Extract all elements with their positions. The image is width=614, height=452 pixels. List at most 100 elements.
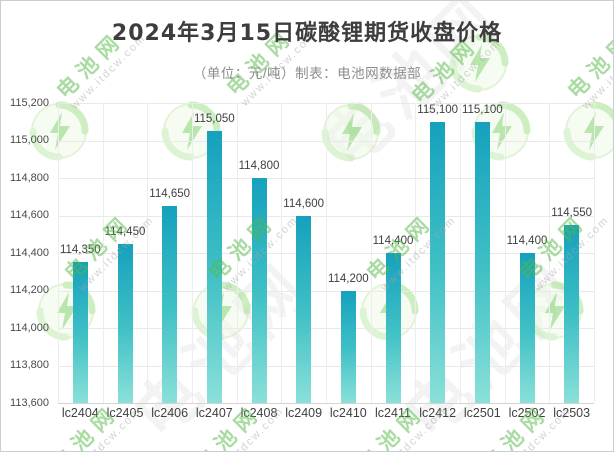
bar	[162, 206, 178, 403]
watermark-gray-brand-text: 电池网	[300, 1, 518, 186]
x-axis-category-label: lc2406	[151, 406, 189, 420]
vertical-gridline	[326, 103, 327, 403]
bar	[474, 121, 490, 403]
watermark-text-unit: 电池网 www.itdcw.com	[47, 390, 144, 452]
bar-value-label: 115,050	[193, 113, 235, 126]
watermark-brand-text: 电池网	[204, 209, 281, 286]
y-axis-tick-label: 114,200	[10, 284, 49, 296]
horizontal-gridline	[58, 253, 594, 254]
x-axis-category-label: lc2410	[329, 406, 367, 420]
watermark-logo	[321, 102, 381, 162]
bar-value-label: 114,550	[551, 206, 593, 219]
x-axis-category-label: lc2412	[419, 406, 457, 420]
battery-net-logo-icon	[449, 33, 509, 93]
x-axis-category-label: lc2407	[195, 406, 233, 420]
vertical-gridline	[102, 103, 104, 403]
watermark-url-text: www.itdcw.com	[238, 29, 319, 109]
x-axis-category-label: lc2501	[463, 406, 501, 420]
bar-value-label: 114,400	[506, 235, 548, 247]
battery-net-logo-icon	[524, 281, 584, 341]
vertical-gridline	[504, 103, 506, 403]
watermark-url-text: www.itdcw.com	[579, 32, 614, 112]
bar-value-label: 115,100	[417, 103, 459, 116]
bar	[519, 253, 535, 403]
watermark-logo	[449, 33, 509, 93]
x-axis-category-label: lc2411	[375, 406, 411, 420]
bar	[385, 253, 401, 403]
y-axis-tick-label: 114,800	[10, 171, 49, 184]
battery-net-logo-icon	[29, 101, 89, 161]
watermark-url-text: www.itdcw.com	[63, 405, 144, 452]
watermark-brand-text: 电池网	[407, 32, 484, 109]
watermark-gray-brand-text: 电池网	[380, 238, 598, 451]
battery-net-logo-icon	[161, 101, 221, 161]
battery-net-logo-icon	[471, 101, 531, 161]
watermark-brand-text: 电池网	[60, 209, 137, 286]
watermark-text-unit: 电池网 www.itdcw.com	[60, 199, 157, 294]
bar-value-label: 114,800	[238, 160, 280, 172]
battery-net-logo-icon	[359, 281, 419, 341]
watermark-url-text: www.itdcw.com	[369, 405, 450, 452]
bar-value-label: 114,450	[104, 225, 146, 238]
bar	[206, 131, 222, 403]
watermark-logo	[36, 281, 96, 341]
chart-subtitle: （单位：元/吨）制表：电池网数据部	[192, 66, 422, 81]
bar-value-label: 115,100	[461, 103, 503, 116]
horizontal-gridline	[58, 103, 594, 104]
watermark-brand-text: 电池网	[563, 27, 614, 104]
x-axis-category-label: lc2409	[285, 406, 323, 420]
y-axis-tick-label: 115,000	[10, 134, 49, 146]
vertical-gridline	[415, 103, 417, 403]
watermark-text-unit: 电池网 www.itdcw.com	[477, 390, 574, 452]
vertical-gridline	[236, 103, 238, 403]
watermark-brand-text: 电池网	[47, 400, 124, 452]
y-axis-tick-label: 113,600	[10, 396, 49, 409]
x-axis-category-label: lc2405	[106, 406, 144, 420]
watermark-url-text: www.itdcw.com	[493, 405, 574, 452]
watermark-brand-text: 电池网	[362, 209, 439, 286]
watermark-text-unit: 电池网 www.itdcw.com	[223, 14, 319, 109]
watermark-text-unit: 电池网 www.itdcw.com	[407, 22, 504, 117]
x-axis-category-label: lc2404	[61, 406, 99, 420]
watermark-text-unit: 电池网 www.itdcw.com	[354, 390, 450, 452]
watermark-logo	[471, 101, 531, 161]
bar	[296, 215, 312, 403]
vertical-gridline	[549, 103, 551, 403]
bar	[72, 262, 88, 403]
x-axis-category-label: lc2408	[240, 406, 278, 420]
watermark-logo	[161, 101, 221, 161]
watermark-url-text: www.itdcw.com	[76, 214, 157, 294]
watermark-text-unit: 电池网 www.itdcw.com	[516, 199, 612, 294]
watermark-brand-text: 电池网	[477, 400, 554, 452]
horizontal-gridline	[58, 365, 594, 367]
watermark-logo	[524, 281, 584, 341]
watermark-text-unit: 电池网 www.itdcw.com	[362, 199, 459, 294]
x-axis-line	[58, 403, 594, 404]
x-axis-category-label: lc2503	[553, 406, 591, 420]
chart-title: 2024年3月15日碳酸锂期货收盘价格	[111, 21, 503, 46]
watermark-brand-text: 电池网	[52, 27, 129, 104]
watermark-text-unit: 电池网 www.itdcw.com	[191, 390, 287, 451]
y-axis-tick-label: 115,200	[10, 96, 49, 109]
watermark-gray-brand-text: 电池网	[110, 238, 328, 451]
bar-value-label: 114,600	[283, 197, 325, 210]
y-axis-tick-label: 114,000	[10, 321, 49, 334]
horizontal-gridline	[58, 290, 594, 292]
watermark-text-unit: 电池网 www.itdcw.com	[204, 199, 301, 294]
bar	[117, 243, 133, 403]
vertical-gridline	[460, 103, 461, 403]
y-axis-tick-label: 114,600	[10, 209, 49, 221]
watermark-url-text: www.itdcw.com	[423, 37, 504, 117]
bar	[564, 224, 580, 403]
bar	[340, 290, 356, 403]
watermark-url-text: www.itdcw.com	[531, 214, 612, 294]
horizontal-gridline	[58, 140, 594, 142]
vertical-gridline	[192, 103, 193, 403]
watermark-url-text: www.itdcw.com	[220, 214, 301, 294]
battery-net-logo-icon	[321, 102, 381, 162]
